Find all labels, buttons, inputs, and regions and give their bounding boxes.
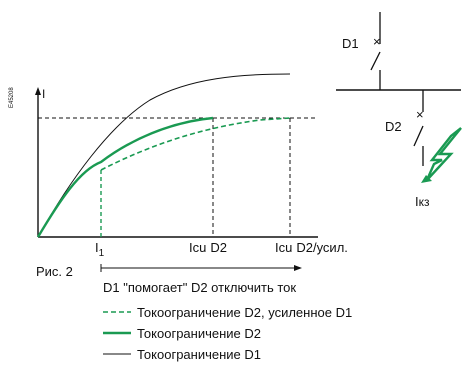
tick-icu-d2-boost: Icu D2/усил. [275, 240, 348, 255]
fault-arrow-head-icon [421, 175, 432, 183]
curve-d2-boosted [100, 117, 291, 171]
y-axis-label: I [42, 87, 45, 101]
breaker-d2-label: D2 [385, 119, 402, 134]
tick-icu-d2: Icu D2 [189, 240, 227, 255]
figure-code: E45208 [9, 87, 15, 108]
figure-caption: Рис. 2 [36, 264, 73, 279]
current-limiting-chart: E45208 I I1 Icu D2 Icu D2/усил. Рис. 2 D1 … [9, 73, 348, 295]
curve-d2 [36, 116, 214, 238]
legend-label-d2: Токоограничение D2 [137, 326, 261, 341]
breaker-schematic: × D1 × D2 Iкз [336, 12, 462, 209]
curve-d1 [37, 73, 291, 238]
breaker-d1-label: D1 [342, 36, 359, 51]
help-range-label: D1 "помогает" D2 отключить ток [103, 280, 296, 295]
fault-current-label: Iкз [415, 194, 430, 209]
d2-cross-icon: × [416, 107, 424, 122]
legend-label-d1: Токоограничение D1 [137, 347, 261, 362]
help-range-arrow [294, 265, 302, 271]
legend: Токоограничение D2, усиленное D1 Токоогр… [103, 305, 352, 362]
d1-cross-icon: × [373, 34, 381, 49]
d1-switch-contact [370, 51, 381, 71]
legend-label-d2-boosted: Токоограничение D2, усиленное D1 [137, 305, 352, 320]
lightning-bolt-icon [425, 127, 462, 181]
tick-i1: I1 [95, 240, 105, 259]
y-axis-arrow [35, 87, 41, 95]
d2-switch-contact [413, 125, 424, 147]
